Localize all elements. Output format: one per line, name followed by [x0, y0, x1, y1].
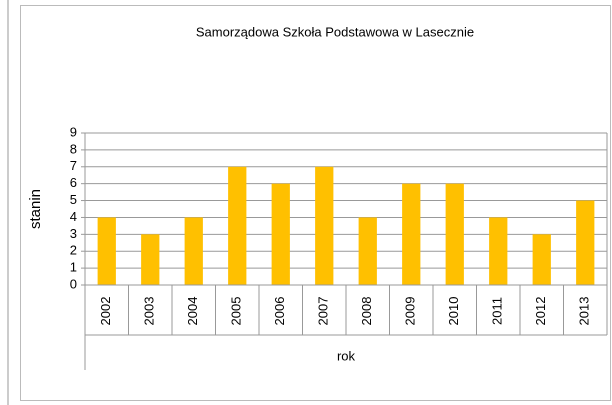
x-tick-label: 2009 [403, 297, 418, 326]
x-tick-label: 2003 [142, 297, 157, 326]
bar [402, 183, 421, 285]
x-tick-label: 2004 [185, 297, 200, 326]
bar [141, 234, 160, 285]
x-tick-label: 2011 [490, 297, 505, 325]
chart-title: Samorządowa Szkoła Podstawowa w Laseczni… [196, 24, 474, 39]
y-tick-label: 0 [70, 276, 77, 291]
y-tick-label: 3 [70, 226, 77, 241]
bar [489, 217, 508, 285]
bar [97, 217, 116, 285]
bar [358, 217, 377, 285]
x-tick-label: 2007 [316, 297, 331, 326]
y-tick-label: 5 [70, 192, 77, 207]
y-tick-label: 2 [70, 243, 77, 258]
bar [184, 217, 203, 285]
y-tick-label: 9 [70, 124, 77, 139]
x-tick-label: 2005 [229, 297, 244, 326]
y-tick-label: 1 [70, 260, 77, 275]
x-tick-label: 2013 [577, 297, 592, 326]
x-tick-label: 2002 [98, 297, 113, 326]
x-axis-title: rok [337, 348, 356, 363]
y-tick-label: 4 [70, 209, 77, 224]
y-axis-title: stanin [27, 189, 44, 229]
bar [315, 166, 334, 285]
y-tick-label: 7 [70, 158, 77, 173]
x-tick-label: 2008 [359, 297, 374, 326]
bar [576, 200, 595, 285]
x-tick-label: 2012 [533, 297, 548, 326]
x-tick-label: 2010 [446, 297, 461, 326]
y-tick-label: 8 [70, 141, 77, 156]
x-tick-label: 2006 [272, 297, 287, 326]
bar [228, 166, 247, 285]
y-tick-label: 6 [70, 175, 77, 190]
bar [532, 234, 551, 285]
bar [271, 183, 290, 285]
bar [445, 183, 464, 285]
